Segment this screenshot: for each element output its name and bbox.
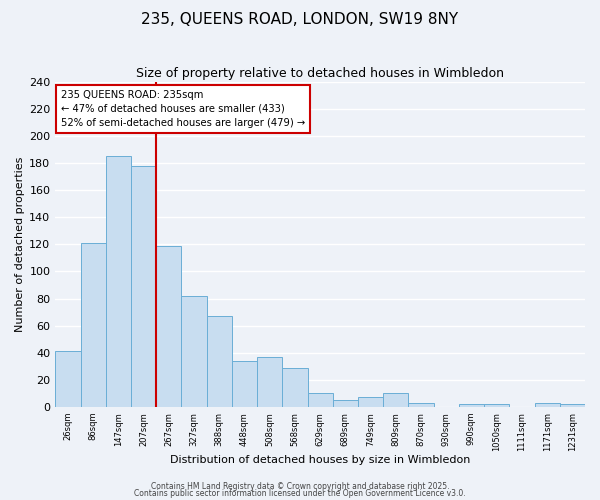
Bar <box>333 400 358 407</box>
Text: 235, QUEENS ROAD, LONDON, SW19 8NY: 235, QUEENS ROAD, LONDON, SW19 8NY <box>142 12 458 28</box>
Bar <box>181 296 206 407</box>
Bar <box>358 398 383 407</box>
Bar <box>106 156 131 407</box>
Bar <box>409 403 434 407</box>
Bar <box>535 403 560 407</box>
Bar <box>55 352 80 407</box>
Bar <box>156 246 181 407</box>
Bar <box>232 361 257 407</box>
Bar <box>484 404 509 407</box>
Bar <box>206 316 232 407</box>
Bar <box>459 404 484 407</box>
Y-axis label: Number of detached properties: Number of detached properties <box>15 156 25 332</box>
Text: Contains HM Land Registry data © Crown copyright and database right 2025.: Contains HM Land Registry data © Crown c… <box>151 482 449 491</box>
Bar <box>80 243 106 407</box>
Text: 235 QUEENS ROAD: 235sqm
← 47% of detached houses are smaller (433)
52% of semi-d: 235 QUEENS ROAD: 235sqm ← 47% of detache… <box>61 90 305 128</box>
Bar <box>560 404 585 407</box>
Bar <box>131 166 156 407</box>
Title: Size of property relative to detached houses in Wimbledon: Size of property relative to detached ho… <box>136 68 504 80</box>
Bar <box>283 368 308 407</box>
Bar <box>257 357 283 407</box>
X-axis label: Distribution of detached houses by size in Wimbledon: Distribution of detached houses by size … <box>170 455 470 465</box>
Bar <box>308 394 333 407</box>
Text: Contains public sector information licensed under the Open Government Licence v3: Contains public sector information licen… <box>134 489 466 498</box>
Bar <box>383 394 409 407</box>
